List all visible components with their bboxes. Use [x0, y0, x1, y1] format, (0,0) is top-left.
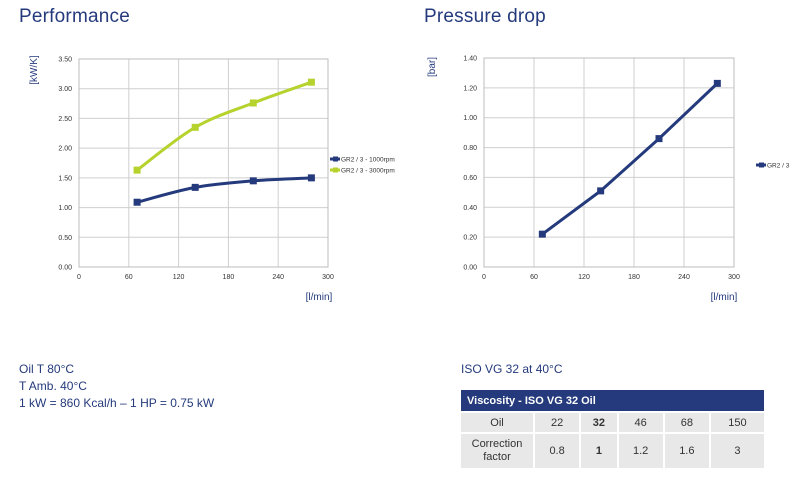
x-tick-label: 180 — [223, 274, 235, 281]
y-tick-label: 0.40 — [463, 205, 477, 212]
table-cell: 46 — [618, 411, 663, 432]
y-tick-label: 0.80 — [463, 145, 477, 152]
row-label-correction-factor: Correction factor — [461, 432, 533, 468]
x-tick-label: 60 — [530, 274, 538, 281]
iso-vg-note: ISO VG 32 at 40°C — [461, 362, 563, 376]
x-tick-label: 120 — [173, 274, 185, 281]
plot-area-border — [483, 57, 735, 268]
y-tick-label: 1.00 — [58, 205, 72, 212]
legend-marker — [759, 162, 764, 168]
note-unit-conversion: 1 kW = 860 Kcal/h – 1 HP = 0.75 kW — [19, 396, 215, 410]
table-cell: 32 — [581, 411, 617, 432]
y-tick-label: 1.20 — [463, 85, 477, 92]
x-tick-label: 0 — [482, 274, 486, 281]
data-point — [307, 174, 315, 182]
y-axis-label: [bar] — [427, 57, 438, 77]
table-row: Correction factor 0.8 1 1.2 1.6 3 — [461, 432, 764, 468]
data-point — [133, 198, 141, 206]
data-point — [249, 177, 257, 185]
y-tick-label: 1.40 — [463, 56, 477, 63]
x-tick-label: 0 — [77, 274, 81, 281]
y-tick-label: 0.00 — [463, 265, 477, 272]
data-point — [191, 123, 199, 131]
data-point — [191, 183, 199, 191]
series-line — [136, 176, 312, 204]
data-point — [249, 99, 257, 107]
table-row: Oil 22 32 46 68 150 — [461, 411, 764, 432]
row-label-text: Correction factor — [471, 438, 523, 463]
y-axis-label: [kW/K] — [29, 55, 40, 85]
note-ambient-temperature: T Amb. 40°C — [19, 379, 87, 393]
y-tick-label: 1.00 — [463, 115, 477, 122]
y-tick-label: 3.50 — [58, 57, 72, 64]
data-point — [655, 135, 663, 143]
table-cell: 1 — [581, 432, 617, 468]
pressure-drop-chart-title: Pressure drop — [424, 6, 546, 27]
note-oil-temperature: Oil T 80°C — [19, 362, 75, 376]
table-cell: 1.2 — [618, 432, 663, 468]
y-tick-label: 0.20 — [463, 235, 477, 242]
x-tick-label: 300 — [322, 274, 334, 281]
data-point — [597, 187, 605, 195]
table-cell: 22 — [535, 411, 580, 432]
viscosity-table-title: Viscosity - ISO VG 32 Oil — [461, 390, 764, 411]
x-axis-label: [l/min] — [306, 292, 333, 303]
row-label-oil: Oil — [461, 411, 533, 432]
data-point — [133, 166, 141, 174]
plot-area-border — [78, 58, 329, 268]
y-tick-label: 0.00 — [58, 265, 72, 272]
operating-notes: Oil T 80°C T Amb. 40°C 1 kW = 860 Kcal/h… — [19, 361, 214, 412]
x-tick-label: 300 — [728, 274, 740, 281]
y-tick-label: 0.50 — [58, 235, 72, 242]
x-tick-label: 240 — [272, 274, 284, 281]
legend-entry: GR2 / 3 - 1000rpm — [341, 157, 395, 164]
x-axis-label: [l/min] — [711, 292, 738, 303]
y-tick-label: 1.50 — [58, 175, 72, 182]
series-line — [541, 82, 719, 236]
y-tick-label: 3.00 — [58, 86, 72, 93]
series-line — [136, 80, 312, 172]
table-cell: 68 — [664, 411, 709, 432]
table-cell: 1.6 — [664, 432, 709, 468]
y-tick-label: 2.00 — [58, 146, 72, 153]
legend-marker — [333, 167, 338, 173]
y-tick-label: 0.60 — [463, 175, 477, 182]
x-tick-label: 60 — [125, 274, 133, 281]
x-tick-label: 180 — [628, 274, 640, 281]
viscosity-table: Viscosity - ISO VG 32 Oil Oil 22 32 46 6… — [459, 390, 766, 468]
table-cell: 0.8 — [535, 432, 580, 468]
x-tick-label: 240 — [678, 274, 690, 281]
data-point — [307, 78, 315, 86]
table-cell: 3 — [710, 432, 764, 468]
legend-entry: GR2 / 3 - 3000rpm — [341, 168, 395, 175]
legend-entry: GR2 / 3 — [767, 163, 790, 170]
performance-chart-title: Performance — [19, 6, 130, 27]
table-cell: 150 — [710, 411, 764, 432]
legend-marker — [333, 156, 338, 162]
y-tick-label: 2.50 — [58, 116, 72, 123]
x-tick-label: 120 — [578, 274, 590, 281]
data-point — [713, 79, 721, 87]
data-point — [538, 230, 546, 238]
